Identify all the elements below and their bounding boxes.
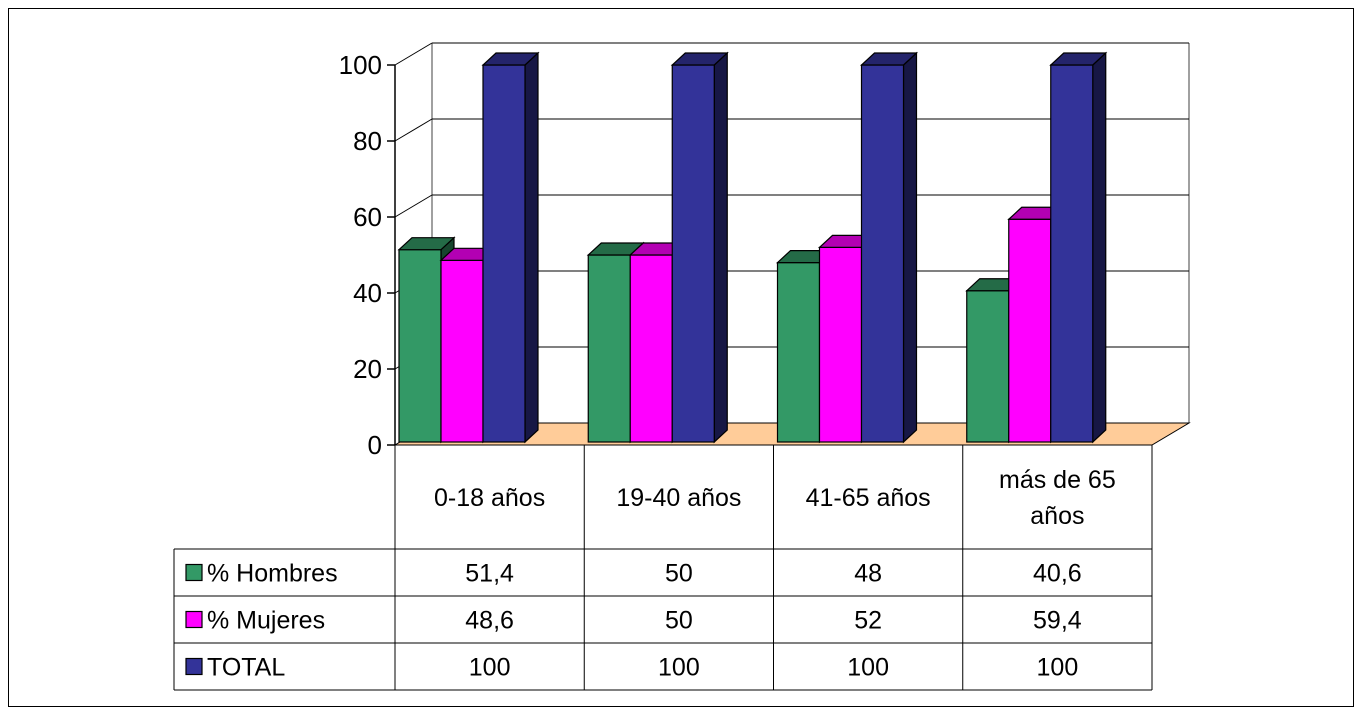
bar-front bbox=[1050, 64, 1094, 443]
x-category-label: años bbox=[1030, 502, 1084, 530]
bar-front bbox=[398, 249, 442, 443]
bar bbox=[859, 51, 919, 444]
bar-side bbox=[713, 51, 728, 444]
legend-label: TOTAL bbox=[207, 654, 285, 682]
legend-key bbox=[185, 563, 203, 582]
gridline-side bbox=[394, 118, 433, 142]
data-label: 40,6 bbox=[1033, 560, 1082, 588]
bars bbox=[397, 51, 1108, 444]
data-label: 100 bbox=[469, 654, 511, 682]
x-category-label: más de 65 bbox=[999, 466, 1116, 494]
bar bbox=[1049, 51, 1108, 444]
bar-front bbox=[1008, 218, 1052, 443]
data-label: 100 bbox=[1037, 654, 1079, 682]
bar-top bbox=[397, 237, 456, 251]
data-label: 59,4 bbox=[1033, 607, 1082, 635]
data-label: 50 bbox=[665, 560, 693, 588]
data-label: 48 bbox=[854, 560, 882, 588]
bar-side bbox=[524, 51, 539, 444]
data-label: 100 bbox=[658, 654, 700, 682]
data-label: 48,6 bbox=[465, 607, 514, 635]
x-category-label: 0-18 años bbox=[434, 484, 545, 512]
data-label: 50 bbox=[665, 607, 693, 635]
y-tick-label: 0 bbox=[368, 430, 382, 460]
bar-side bbox=[1092, 51, 1107, 444]
bar-front bbox=[860, 64, 905, 443]
bar-front bbox=[966, 290, 1010, 443]
gridline-side bbox=[394, 42, 433, 66]
legend-label: % Hombres bbox=[207, 560, 338, 588]
y-tick-label: 40 bbox=[353, 278, 382, 308]
x-category-label: 41-65 años bbox=[806, 484, 931, 512]
y-tick-label: 60 bbox=[353, 202, 382, 232]
bar-top bbox=[859, 52, 919, 66]
legend-key bbox=[185, 657, 203, 676]
bar-side bbox=[902, 51, 918, 444]
value-axis: 0 20 40 60 80 100 bbox=[339, 50, 396, 460]
bar-top bbox=[670, 52, 729, 66]
bar bbox=[670, 51, 729, 444]
bar-front bbox=[482, 64, 526, 443]
bar-top bbox=[1049, 52, 1108, 66]
bar-front bbox=[440, 259, 484, 443]
bar-front bbox=[818, 246, 863, 443]
y-tick-label: 80 bbox=[353, 126, 382, 156]
y-tick-label: 100 bbox=[339, 50, 382, 80]
bar bbox=[481, 51, 540, 444]
bar-front bbox=[671, 64, 715, 443]
data-label: 52 bbox=[854, 607, 882, 635]
x-category-label: 19-40 años bbox=[616, 484, 741, 512]
legend-label: % Mujeres bbox=[207, 607, 325, 635]
data-table: 0-18 años 19-40 años 41-65 años más de 65 añ… bbox=[173, 444, 1153, 691]
data-label: 51,4 bbox=[465, 560, 514, 588]
bar-front bbox=[629, 254, 673, 443]
bar-front bbox=[776, 262, 821, 443]
bar-top bbox=[481, 52, 540, 66]
data-label: 100 bbox=[847, 654, 889, 682]
gridline-side bbox=[394, 194, 433, 218]
bar-front bbox=[587, 254, 631, 443]
legend-key bbox=[185, 610, 203, 629]
y-tick-label: 20 bbox=[353, 354, 382, 384]
